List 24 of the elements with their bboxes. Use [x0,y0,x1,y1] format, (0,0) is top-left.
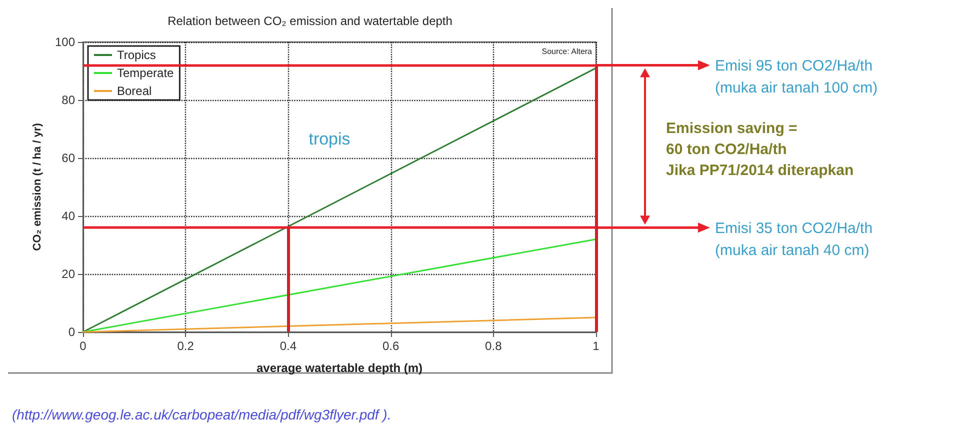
y-tick-label: 60 [62,151,76,165]
x-tick-label: 0.4 [280,339,297,353]
x-axis-title: average watertable depth (m) [256,361,423,375]
y-tick-label: 20 [62,267,76,281]
y-tick-label: 0 [68,325,76,339]
y-axis-title: CO₂ emission (t / ha / yr) [32,122,44,251]
text: Emisi 35 ton CO2/Ha/th (muka air tanah 40 cm) [715,220,873,260]
x-tick-label: 1 [592,339,600,353]
x-tick-label: 0 [80,339,87,353]
y-tick-label: 100 [54,35,76,49]
x-tick-label: 0.8 [485,339,502,353]
y-tick-label: 80 [62,93,76,107]
annotation: Source: Altera [542,47,593,56]
legend-label: Boreal [117,84,152,98]
legend-label: Tropics [117,48,156,62]
x-tick-label: 0.6 [382,339,400,353]
text: Emission saving = 60 ton CO2/Ha/th Jika PP71/2014 diterapkan [666,120,854,179]
y-tick-label: 40 [62,209,76,223]
text: (http://www.geog.le.ac.uk/carbopeat/media/pdf/wg3flyer.pdf ). [12,406,392,422]
legend-label: Temperate [117,66,174,80]
chart-title: Relation between CO₂ emission and watertable depth [168,14,452,28]
x-tick-label: 0.2 [177,339,194,353]
text: Emisi 95 ton CO2/Ha/th (muka air tanah 100 cm) [715,58,878,97]
annotation: tropis [308,130,350,148]
